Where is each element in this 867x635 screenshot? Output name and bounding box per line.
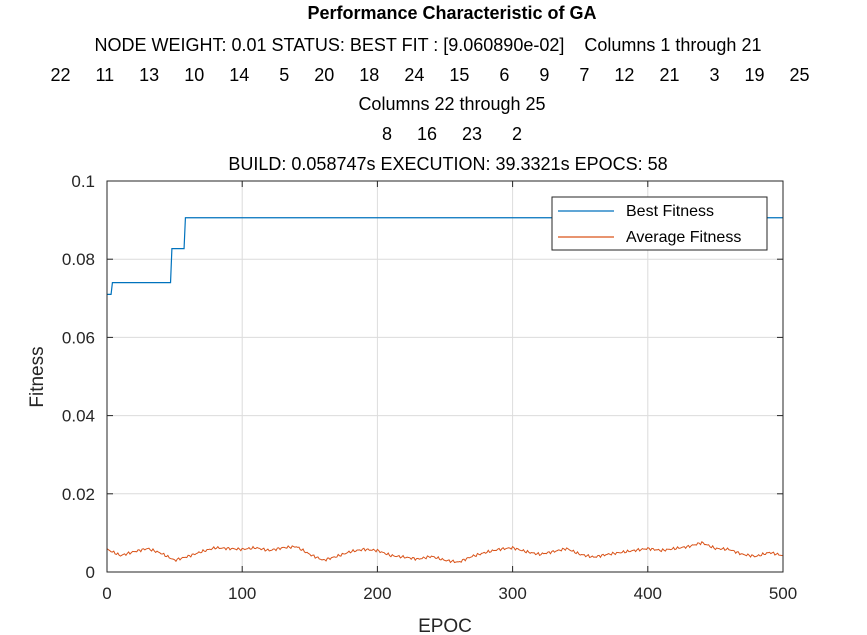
legend-box: [551, 196, 768, 251]
y-tick-label: 0.06: [62, 328, 95, 347]
subtitle-line-3: Columns 22 through 25: [358, 94, 545, 114]
legend: Best Fitness Average Fitness: [551, 196, 768, 251]
legend-label-average-fitness: Average Fitness: [626, 229, 741, 246]
y-axis-label: Fitness: [27, 346, 48, 407]
tick-layer: 0 100 200 300 400 500 0 0.02 0.04 0.06 0.08 0.1: [62, 172, 797, 603]
y-tick-label: 0.08: [62, 250, 95, 269]
series-line-average-fitness: [106, 541, 784, 564]
subtitle-line-5: BUILD: 0.058747s EXECUTION: 39.3321s EPO…: [228, 154, 667, 174]
y-tick-label: 0.02: [62, 485, 95, 504]
series-line-best-fitness: [107, 217, 783, 295]
legend-label-best-fitness: Best Fitness: [626, 203, 714, 220]
x-tick-label: 500: [769, 584, 797, 603]
subtitle-line-4: 8 16 23 2: [382, 124, 522, 144]
series-layer: [106, 217, 784, 564]
x-tick-label: 100: [228, 584, 256, 603]
x-tick-label: 300: [498, 584, 526, 603]
x-tick-label: 0: [102, 584, 111, 603]
x-axis-label: EPOC: [418, 616, 472, 635]
y-tick-label: 0.04: [62, 407, 95, 426]
x-tick-label: 200: [363, 584, 391, 603]
x-tick-label: 400: [634, 584, 662, 603]
chart-title: Performance Characteristic of GA: [307, 3, 596, 23]
subtitle-line-1: NODE WEIGHT: 0.01 STATUS: BEST FIT : [9.…: [95, 35, 762, 55]
subtitle-line-2: 22 11 13 10 14 5 20 18 24 15 6 9 7 12 21…: [50, 65, 809, 85]
y-tick-label: 0.1: [71, 172, 95, 191]
plot-frame: [106, 180, 784, 573]
y-tick-label: 0: [86, 563, 95, 582]
